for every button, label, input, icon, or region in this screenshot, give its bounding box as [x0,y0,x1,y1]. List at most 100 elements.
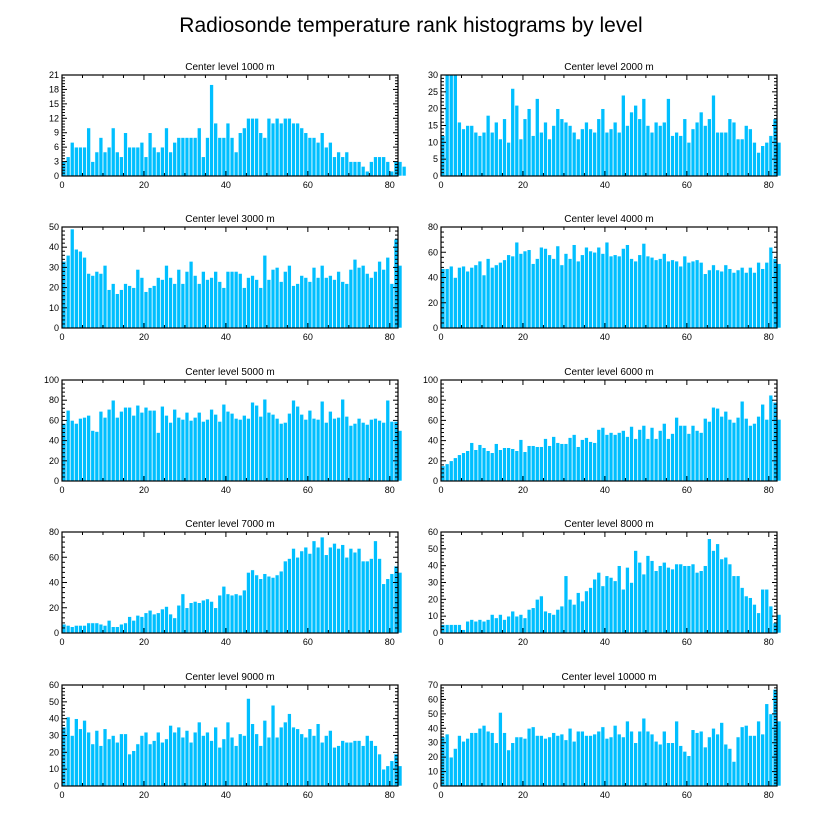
histogram-bar [592,251,597,329]
histogram-bar [328,730,333,787]
histogram-bar [147,287,153,329]
histogram-bar [686,565,692,634]
y-tick-label: 21 [49,70,59,80]
histogram-bar [461,128,466,177]
histogram-bar [176,604,182,634]
y-tick-label: 0 [54,628,59,638]
histogram-bar [348,269,354,329]
histogram-bar [481,447,487,482]
histogram-bar [752,604,757,634]
histogram-bar [596,429,602,482]
histogram-bar [592,131,597,177]
histogram-bar [217,281,223,329]
figure-title: Radiosonde temperature rank histograms b… [179,14,642,37]
histogram-bar [616,255,622,329]
x-tick-label: 40 [221,180,231,190]
histogram-bar [453,277,458,329]
histogram-bar [739,400,745,482]
y-tick-label: 20 [49,283,59,293]
x-tick-label: 0 [59,180,64,190]
histogram-bar [61,623,67,634]
histogram-bar [291,122,296,177]
histogram-bar [666,742,671,787]
histogram-bar [703,418,708,482]
histogram-bar [389,760,395,787]
histogram-bar [131,146,136,177]
histogram-bar [485,258,491,329]
histogram-bar [348,741,354,787]
histogram-bar [369,740,374,787]
histogram-bar [344,741,350,787]
histogram-bar [336,151,341,177]
x-tick-label: 80 [764,332,774,342]
histogram-bar [98,273,104,329]
histogram-bar [336,548,341,634]
panel-title: Center level 9000 m [185,672,275,683]
plot-frame [61,379,399,482]
histogram-bar [98,623,104,634]
chart-panel: Center level 8000 m 0 20 40 60 80 0 10 20 30 40 50 6… [428,519,782,647]
histogram-bar [522,250,528,329]
histogram-bar [205,731,210,787]
histogram-bar [723,131,729,177]
histogram-bar [776,614,782,634]
histogram-bar [295,405,300,482]
histogram-bar [670,742,675,787]
x-tick-label: 20 [139,332,149,342]
histogram-bar [744,418,749,482]
x-tick-label: 0 [59,332,64,342]
y-tick-label: 10 [49,764,59,774]
histogram-bar [563,575,569,634]
histogram-bar [604,241,610,329]
histogram-bar [369,161,374,177]
histogram-bar [233,418,239,482]
histogram-bar [188,420,194,482]
panel-title: Center level 10000 m [561,672,656,683]
histogram-bar [303,277,309,329]
chart-panel: Center level 9000 m 0 20 40 60 80 0 10 20 30 40 50 6… [49,672,403,800]
histogram-bar [78,146,83,177]
histogram-bar [711,550,716,634]
histogram-bar [188,602,194,634]
histogram-bar [74,718,79,787]
histogram-bar [580,730,585,787]
histogram-bar [539,131,544,177]
x-tick-label: 60 [303,332,313,342]
histogram-bar [453,624,458,634]
histogram-bar [776,720,782,787]
histogram-bar [584,590,589,634]
histogram-bar [719,416,724,482]
histogram-bar [86,731,91,787]
histogram-bar [477,727,483,787]
histogram-bar [502,259,507,329]
histogram-bar [641,573,647,634]
histogram-bar [768,605,774,634]
histogram-bar [707,538,712,634]
histogram-bar [94,151,100,177]
histogram-bar [739,138,745,177]
histogram-bar [748,597,753,634]
y-tick-label: 0 [54,323,59,333]
histogram-bar [225,122,231,177]
y-tick-label: 0 [433,323,438,333]
histogram-bar [555,609,561,634]
histogram-bar [168,422,173,482]
histogram-bar [344,151,350,177]
histogram-bar [258,416,263,482]
histogram-bar [188,741,194,787]
histogram-bar [588,441,593,482]
y-tick-label: 20 [428,456,438,466]
histogram-bar [485,619,491,634]
histogram-bar [209,740,214,787]
histogram-bar [250,275,255,329]
histogram-bar [649,560,655,634]
histogram-bar [221,287,227,329]
histogram-bar [98,137,104,177]
histogram-bar [657,743,663,787]
histogram-bar [645,438,651,482]
histogram-bar [682,118,688,177]
y-tick-label: 30 [428,578,438,588]
histogram-bar [444,733,450,787]
histogram-bar [258,132,263,177]
histogram-bar [164,606,169,634]
